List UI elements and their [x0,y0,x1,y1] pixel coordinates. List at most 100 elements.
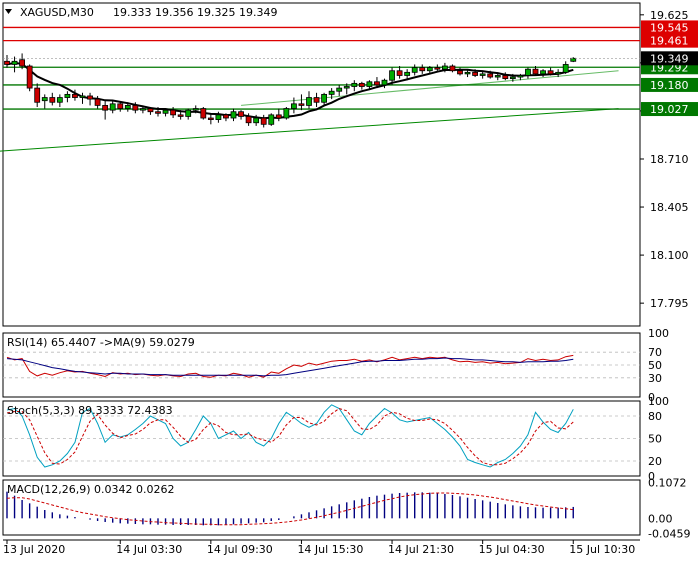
candle-body [260,117,267,125]
symbol-header: XAGUSD,M30 [20,6,94,19]
indicator-header-stoch: Stoch(5,3,3) 89.3333 72.4383 [7,404,173,417]
candle-body [49,97,56,103]
level-tag-label-3: 19.180 [650,79,689,92]
candle-body [328,90,335,95]
candle-body [570,57,577,62]
indicator-tick-label: 30 [648,372,662,385]
time-axis-label: 13 Jul 2020 [3,543,65,556]
candle-body [34,87,41,103]
candle-body [419,67,426,72]
candle-body [268,114,275,125]
indicator-tick-label: 100 [648,327,669,340]
candle-body [487,73,494,78]
candle-body [238,111,244,117]
candle-body [11,60,18,65]
candle-body [185,109,192,117]
level-tag-4 [641,102,698,117]
candle-body [162,109,169,114]
current-price-tag [641,51,698,66]
time-axis-label: 15 Jul 04:30 [479,543,545,556]
candle-body [472,71,479,76]
candle-body [275,114,282,119]
price-tick-label: 18.100 [650,249,689,262]
indicator-tick-label: 0 [648,391,655,404]
candle-body [132,105,139,111]
candle-body [343,86,350,89]
candle-body [358,82,365,87]
candle-body [381,79,388,86]
trendline-1 [241,70,619,106]
candle-body [56,97,63,103]
candle-body [245,116,252,124]
indicator-tick-label: 50 [648,433,662,446]
candle-body [94,98,101,106]
candle-body [200,108,207,119]
price-tick-label: 17.795 [650,297,689,310]
panel-frame-macd [2,479,641,536]
candle-body [87,95,93,100]
trendline-0 [0,108,619,152]
candle-body [374,81,380,86]
candle-body [109,103,116,111]
time-axis-label: 14 Jul 15:30 [297,543,363,556]
candle-body [72,93,78,98]
indicator-tick-label: 20 [648,455,662,468]
candle-body [555,71,562,75]
candle-body [449,65,456,72]
candle-body [464,71,471,75]
candle-body [396,70,403,76]
indicator-header-macd: MACD(12,26,9) 0.0342 0.0262 [7,483,175,496]
candle-body [102,105,109,111]
candle-body [230,111,237,119]
candle-body [540,70,546,75]
candle-body [479,73,486,76]
candle-body [441,65,448,70]
level-tag-3 [641,77,698,92]
indicator-tick-label: 70 [648,346,662,359]
candle-body [19,59,26,67]
candle-body [411,67,418,73]
indicator-tick-label: 0.00 [648,512,673,525]
candle-body [64,93,71,98]
candle-body [532,68,539,75]
candle-body [41,97,48,102]
candle-body [525,68,531,76]
candle-body [139,108,146,111]
candle-body [283,108,290,119]
series-line--k [6,404,574,468]
candle-body [215,114,222,120]
candle-body [117,103,124,109]
candle-body [192,108,199,111]
indicator-tick-label: 50 [648,359,662,372]
candle-body [177,114,184,117]
indicator-tick-label: 0.1072 [648,477,687,490]
ohlc-header: 19.333 19.356 19.325 19.349 [113,6,277,19]
level-tag-label-1: 19.461 [650,35,689,48]
candle-body [223,114,229,119]
indicator-header-rsi: RSI(14) 65.4407 ->MA(9) 59.0279 [7,336,195,349]
time-axis-label: 14 Jul 09:30 [207,543,273,556]
level-tag-0 [641,20,698,35]
indicator-tick-label: 80 [648,410,662,423]
candle-body [298,103,305,106]
price-tick-label: 19.625 [650,9,689,22]
candle-body [517,75,524,78]
candle-body [26,65,33,89]
candle-body [494,75,501,78]
candle-body [79,95,86,98]
candle-body [434,67,441,70]
macd-signal-line [6,492,574,526]
candle-body [306,97,312,106]
candle-body [290,103,297,109]
price-tick-label: 18.710 [650,153,689,166]
indicator-tick-label: -0.0459 [648,528,690,541]
level-tag-label-4: 19.027 [650,103,689,116]
time-axis-label: 14 Jul 21:30 [388,543,454,556]
candle-body [147,108,154,113]
candle-body [547,70,554,75]
level-tag-1 [641,33,698,48]
candle-body [170,109,177,116]
